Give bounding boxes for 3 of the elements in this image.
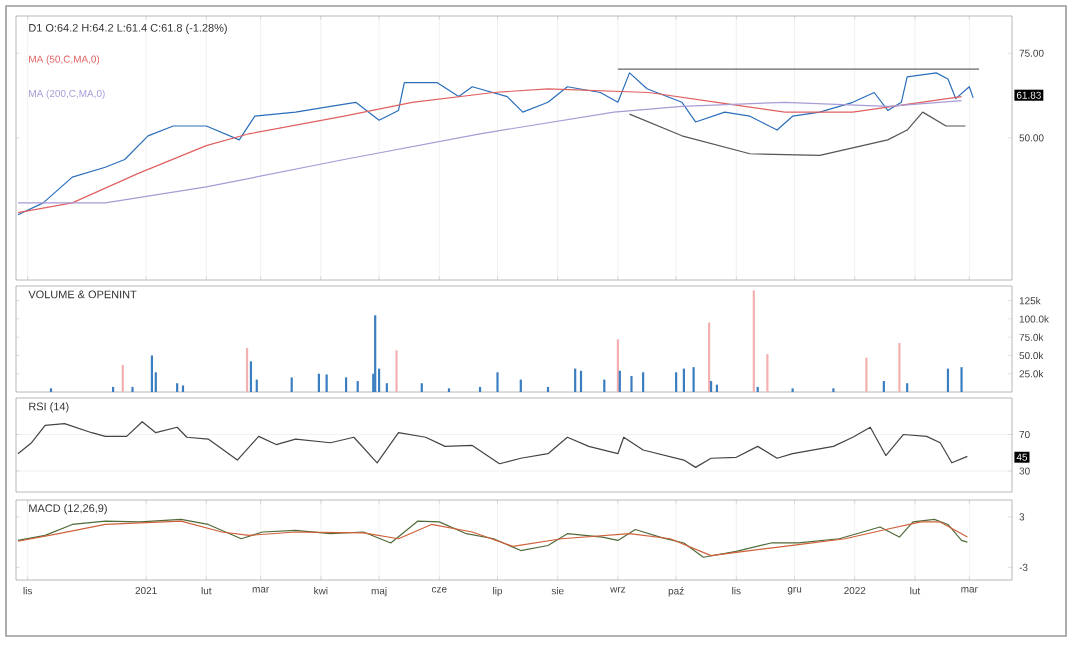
- line-series: [628, 111, 967, 157]
- line-series: [17, 421, 968, 468]
- line-series: [17, 100, 963, 204]
